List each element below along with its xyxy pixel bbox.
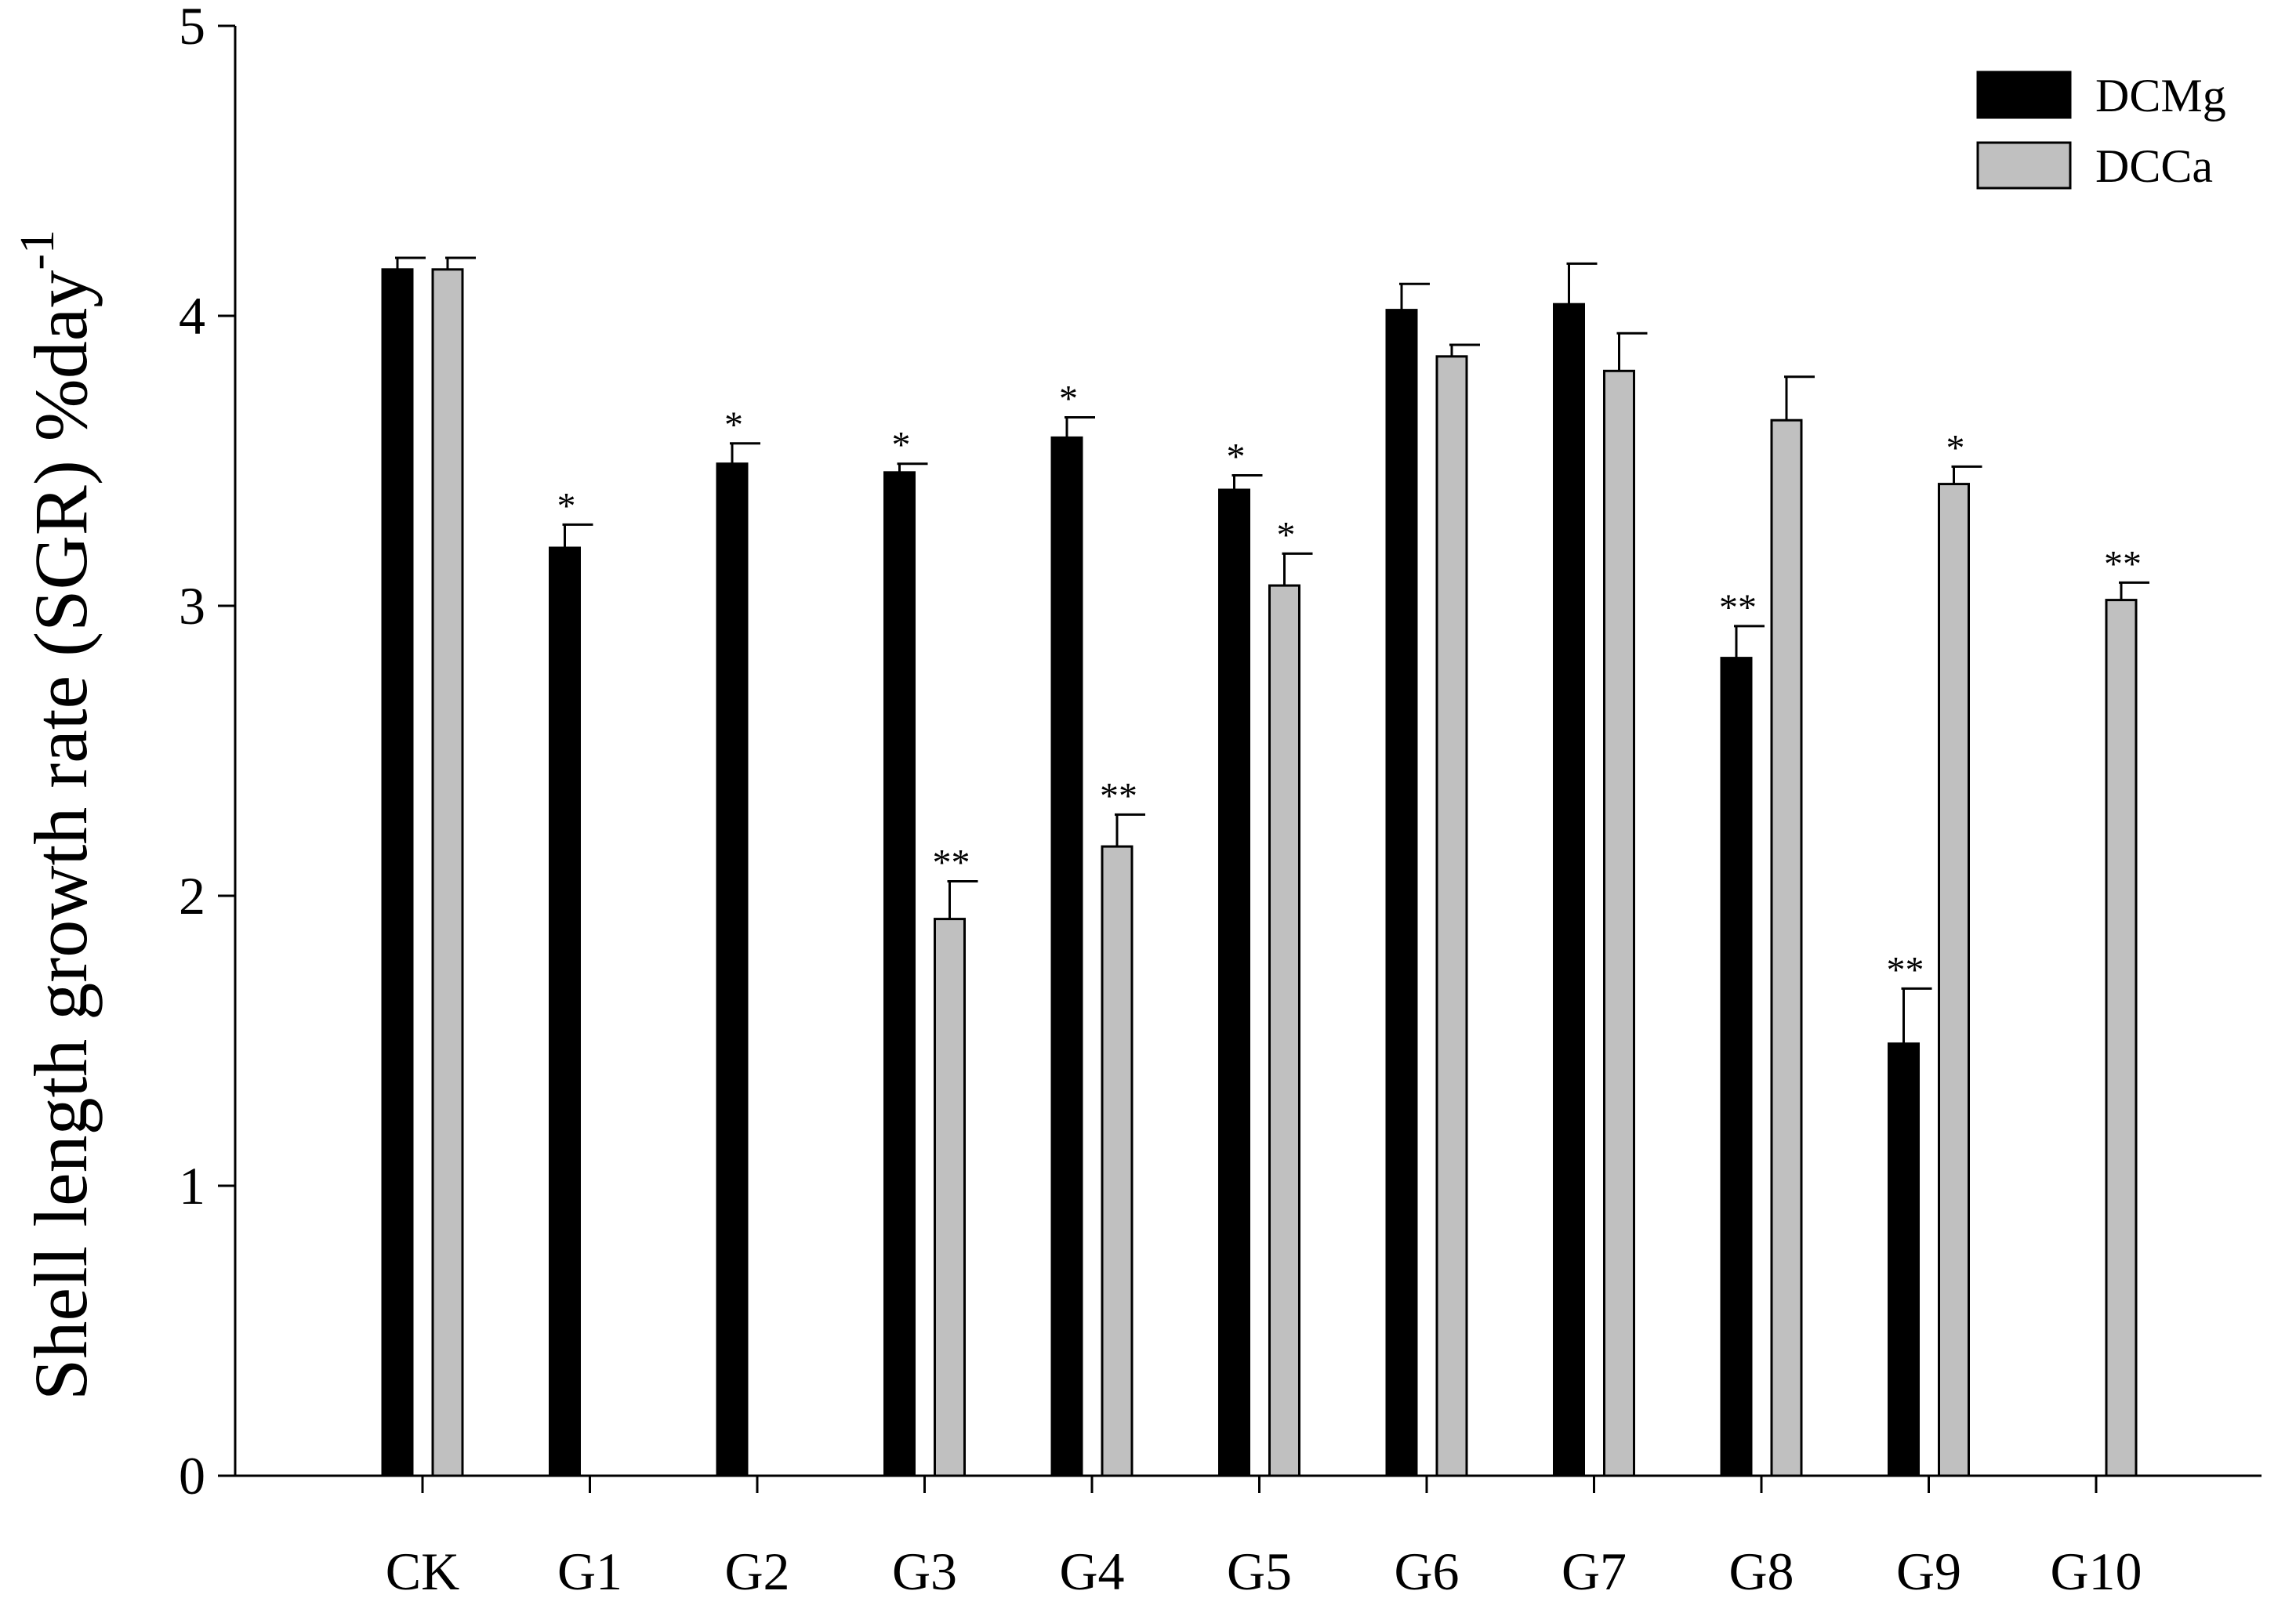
bar-dcmg-g5 <box>1218 488 1250 1477</box>
bar-dcmg-g2 <box>716 462 749 1477</box>
bar-dcca-ck <box>431 268 464 1477</box>
x-tick-label: G3 <box>892 1542 957 1598</box>
y-tick-label: 4 <box>179 286 205 346</box>
x-tick-label: G5 <box>1227 1542 1292 1598</box>
y-tick-label: 2 <box>179 866 205 926</box>
y-tick-label: 5 <box>179 0 205 56</box>
x-tick-label: G1 <box>557 1542 622 1598</box>
bar-dcca-g10 <box>2105 599 2138 1477</box>
x-tick-label: G4 <box>1059 1542 1124 1598</box>
svg-text:Shell length growth rate (SGR): Shell length growth rate (SGR) %day-1 <box>11 230 103 1401</box>
significance-mark: * <box>1227 437 1246 478</box>
significance-mark: ** <box>1719 587 1757 629</box>
y-axis-title: Shell length growth rate (SGR) %day-1 <box>11 230 103 1401</box>
bar-dcca-g8 <box>1770 419 1803 1477</box>
significance-mark: * <box>1946 427 1965 469</box>
bar-dcmg-g9 <box>1888 1042 1920 1477</box>
bar-dcca-g7 <box>1603 369 1635 1477</box>
bar-dcca-g9 <box>1938 483 1970 1477</box>
legend-label-dcmg: DCMg <box>2095 70 2226 121</box>
y-tick-label: 3 <box>179 576 205 636</box>
significance-mark: ** <box>933 842 970 884</box>
x-tick-label: G7 <box>1561 1542 1627 1598</box>
y-axis-title-main: Shell length growth rate (SGR) %day <box>19 270 103 1401</box>
x-tick-label: G10 <box>2050 1542 2142 1598</box>
significance-mark: * <box>724 404 743 446</box>
significance-mark: * <box>1059 379 1078 420</box>
x-tick-label: G6 <box>1394 1542 1459 1598</box>
x-tick-label: G8 <box>1728 1542 1794 1598</box>
legend: DCMg DCCa <box>1976 70 2226 192</box>
bar-dcmg-ck <box>381 268 414 1477</box>
significance-mark: * <box>1277 514 1296 556</box>
legend-swatch-dcmg <box>1976 71 2072 119</box>
bar-dcmg-g4 <box>1050 436 1083 1477</box>
significance-mark: ** <box>2104 543 2142 585</box>
legend-label-dcca: DCCa <box>2095 140 2213 192</box>
bar-dcca-g4 <box>1101 845 1133 1477</box>
bar-dcmg-g7 <box>1553 303 1585 1477</box>
bar-dcca-g6 <box>1435 355 1468 1477</box>
bar-dcmg-g1 <box>549 546 581 1477</box>
bar-dcca-g5 <box>1268 584 1300 1477</box>
significance-mark: * <box>892 425 911 466</box>
bar-dcmg-g6 <box>1385 309 1418 1477</box>
bar-dcca-g3 <box>934 918 966 1477</box>
significance-mark: ** <box>1887 949 1924 991</box>
y-tick-label: 1 <box>179 1156 205 1216</box>
y-tick-label: 0 <box>179 1446 205 1506</box>
x-tick-label: G2 <box>724 1542 789 1598</box>
significance-mark: * <box>557 485 576 527</box>
y-axis-title-superscript: -1 <box>11 230 64 270</box>
bar-dcmg-g8 <box>1720 657 1753 1477</box>
significance-mark: ** <box>1100 775 1137 817</box>
bar-dcmg-g3 <box>883 471 916 1477</box>
x-tick-label: CK <box>386 1542 459 1598</box>
x-tick-label: G9 <box>1896 1542 1961 1598</box>
legend-swatch-dcca <box>1976 141 2072 190</box>
